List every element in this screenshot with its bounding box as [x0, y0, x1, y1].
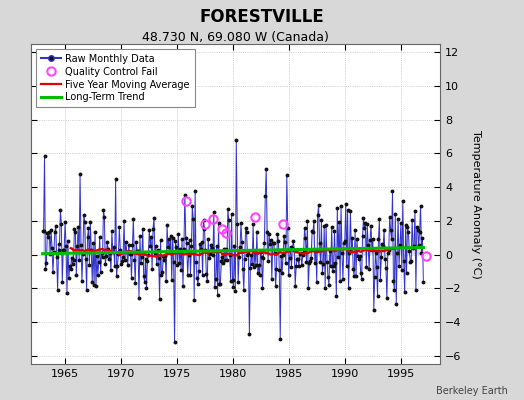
Text: FORESTVILLE: FORESTVILLE: [200, 8, 324, 26]
Text: Berkeley Earth: Berkeley Earth: [436, 386, 508, 396]
Legend: Raw Monthly Data, Quality Control Fail, Five Year Moving Average, Long-Term Tren: Raw Monthly Data, Quality Control Fail, …: [36, 49, 195, 107]
Title: 48.730 N, 69.080 W (Canada): 48.730 N, 69.080 W (Canada): [143, 31, 329, 44]
Y-axis label: Temperature Anomaly (°C): Temperature Anomaly (°C): [471, 130, 481, 278]
